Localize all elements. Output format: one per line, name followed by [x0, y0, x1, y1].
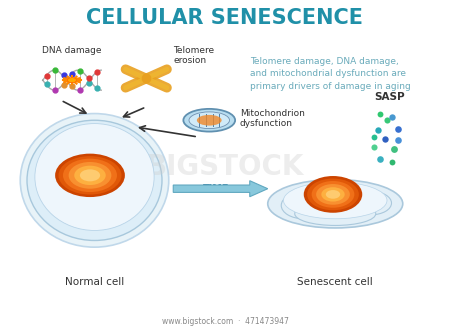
Ellipse shape [20, 114, 169, 247]
Ellipse shape [295, 202, 376, 225]
Ellipse shape [351, 191, 392, 215]
Text: TIME: TIME [203, 184, 229, 194]
Ellipse shape [68, 77, 76, 82]
Ellipse shape [268, 180, 403, 228]
Text: CELLULAR SENESCENCE: CELLULAR SENESCENCE [86, 8, 364, 28]
Ellipse shape [197, 115, 221, 126]
Ellipse shape [321, 187, 345, 202]
Text: Normal cell: Normal cell [65, 277, 124, 287]
Ellipse shape [55, 154, 125, 197]
Ellipse shape [304, 176, 362, 213]
Ellipse shape [80, 169, 100, 181]
Text: Telomere
erosion: Telomere erosion [173, 46, 214, 65]
Text: SASP: SASP [374, 92, 405, 102]
Ellipse shape [63, 159, 117, 192]
Text: Telomere damage, DNA damage,
and mitochondrial dysfunction are
primary drivers o: Telomere damage, DNA damage, and mitocho… [250, 57, 410, 91]
Ellipse shape [35, 124, 154, 230]
Ellipse shape [284, 182, 387, 219]
Ellipse shape [27, 120, 162, 240]
Ellipse shape [307, 178, 359, 210]
Ellipse shape [316, 184, 350, 205]
Ellipse shape [281, 192, 326, 219]
Polygon shape [173, 181, 268, 197]
Ellipse shape [326, 190, 340, 199]
Ellipse shape [74, 166, 106, 185]
Text: www.bigstock.com  ·  471473947: www.bigstock.com · 471473947 [162, 317, 288, 326]
Ellipse shape [184, 109, 235, 132]
Ellipse shape [68, 162, 112, 189]
Text: DNA damage: DNA damage [42, 46, 102, 55]
Ellipse shape [311, 181, 355, 208]
Ellipse shape [189, 112, 230, 129]
Text: Mitochondrion
dysfunction: Mitochondrion dysfunction [240, 109, 305, 128]
Text: BIGSTOCK: BIGSTOCK [146, 153, 304, 181]
Text: Senescent cell: Senescent cell [297, 277, 373, 287]
Ellipse shape [58, 156, 122, 194]
